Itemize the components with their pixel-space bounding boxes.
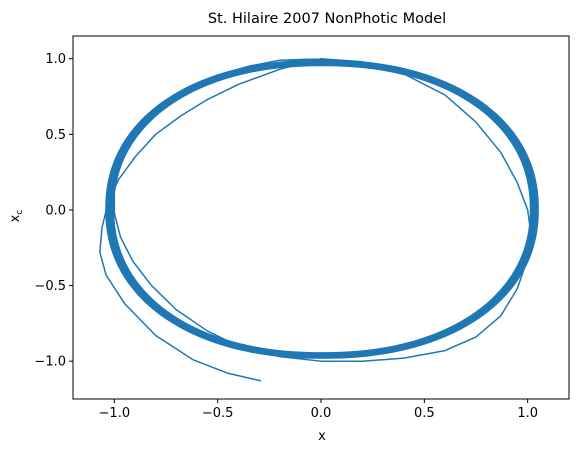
y-tick-label: 0.0 bbox=[45, 203, 66, 218]
y-tick-label: −1.0 bbox=[34, 355, 66, 370]
data-layer bbox=[99, 57, 539, 382]
y-axis-label-main: x bbox=[8, 214, 23, 222]
x-tick-label: −0.5 bbox=[202, 406, 234, 421]
x-axis-label: x bbox=[318, 429, 326, 444]
chart-title: St. Hilaire 2007 NonPhotic Model bbox=[208, 11, 446, 27]
y-axis-label-subscript: c bbox=[15, 210, 25, 215]
axes-background bbox=[73, 36, 569, 399]
plot-area: −1.0 −0.5 0.0 0.5 1.0 −1.0 −0.5 0.0 0.5 1.0 bbox=[34, 35, 570, 421]
x-axis-ticks: −1.0 −0.5 0.0 0.5 1.0 bbox=[99, 399, 538, 421]
y-axis-label: xc bbox=[8, 210, 25, 223]
y-tick-label: −0.5 bbox=[34, 279, 66, 294]
x-tick-label: 0.0 bbox=[311, 406, 332, 421]
y-tick-label: 1.0 bbox=[45, 52, 66, 67]
y-axis-ticks: −1.0 −0.5 0.0 0.5 1.0 bbox=[34, 52, 73, 370]
series-line bbox=[99, 57, 532, 382]
y-tick-label: 0.5 bbox=[45, 128, 66, 143]
x-tick-label: 1.0 bbox=[517, 406, 538, 421]
x-tick-label: −1.0 bbox=[99, 406, 131, 421]
x-tick-label: 0.5 bbox=[414, 406, 435, 421]
